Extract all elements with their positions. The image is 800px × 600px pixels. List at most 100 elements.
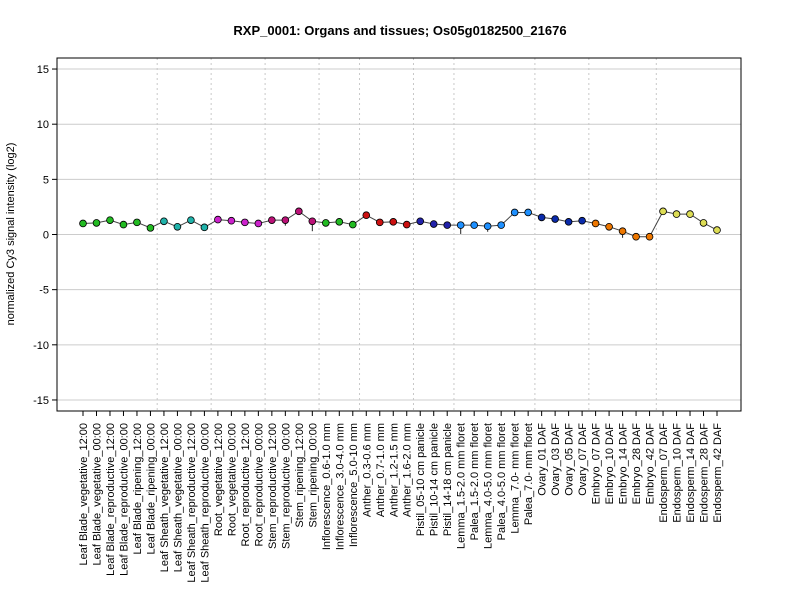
x-category-label: Endosperm_07 DAF	[658, 423, 670, 523]
data-point	[308, 217, 317, 226]
data-point	[362, 211, 371, 219]
data-point	[402, 220, 411, 229]
data-point	[254, 219, 263, 228]
data-point	[389, 218, 398, 226]
data-point	[591, 219, 600, 228]
x-category-label: Leaf Sheath_reproductive_00:00	[199, 423, 211, 583]
data-point	[659, 207, 667, 216]
x-category-label: Root_vegetative_12:00	[213, 423, 225, 536]
y-tick-label: 10	[37, 119, 49, 131]
data-point	[227, 216, 236, 225]
data-point	[686, 210, 694, 218]
x-category-label: Ovary_07 DAF	[577, 423, 589, 496]
x-category-label: Lemma_1.5-2.0 mm floret	[456, 423, 468, 549]
data-point	[281, 216, 290, 224]
x-category-label: Palea_4.0-5.0 mm floret	[496, 423, 508, 540]
x-category-label: Root_reproductive_12:00	[240, 423, 252, 547]
data-point	[524, 208, 532, 217]
data-point	[713, 226, 721, 234]
data-point	[456, 221, 465, 229]
marks-layer	[79, 207, 721, 241]
data-point	[146, 224, 155, 232]
y-axis-label: normalized Cy3 signal intensity (log2)	[5, 143, 17, 326]
x-category-label: Inflorescence_3.0-4.0 mm	[334, 423, 346, 550]
x-category-label: Leaf Blade_vegetative_12:00	[78, 423, 90, 566]
data-point	[645, 232, 654, 241]
data-point	[200, 223, 209, 232]
data-point	[375, 218, 384, 227]
x-category-label: Embryo_14 DAF	[618, 423, 630, 505]
x-category-label: Pistil_05-10 cm panicle	[415, 423, 427, 536]
data-point	[564, 218, 573, 226]
x-category-label: Root_vegetative_00:00	[226, 423, 238, 536]
x-category-label: Leaf Sheath_vegetative_12:00	[159, 423, 171, 572]
grid-layer	[57, 58, 741, 411]
x-category-label: Anther_1.6-2.0 mm	[402, 423, 414, 517]
x-category-label: Endosperm_42 DAF	[712, 423, 724, 523]
x-category-label: Endosperm_28 DAF	[699, 423, 711, 523]
x-category-label: Lemma_7.0- mm floret	[510, 423, 522, 534]
data-point	[106, 216, 114, 224]
data-point	[618, 227, 627, 235]
x-category-label: Inflorescence_5.0-10 mm	[348, 423, 360, 547]
data-point	[429, 220, 438, 228]
data-point	[632, 232, 640, 241]
x-category-label: Inflorescence_0.6-1.0 mm	[321, 423, 333, 550]
data-point	[295, 207, 303, 216]
data-point	[214, 215, 222, 224]
data-point	[322, 219, 330, 227]
data-point	[335, 218, 344, 226]
x-category-label: Embryo_10 DAF	[604, 423, 616, 505]
x-category-label: Ovary_01 DAF	[537, 423, 549, 496]
x-category-label: Palea_1.5-2.0 mm floret	[469, 423, 481, 540]
x-category-label: Pistil_10-14 cm panicle	[429, 423, 441, 536]
y-tick-label: -5	[39, 285, 49, 297]
x-category-label: Lemma_4.0-5.0 mm floret	[483, 423, 495, 549]
x-category-label: Anther_0.3-0.6 mm	[361, 423, 373, 517]
data-point	[416, 217, 425, 226]
x-category-label: Pistil_14-18 cm panicle	[442, 423, 454, 536]
y-tick-label: 15	[37, 64, 49, 76]
data-point	[470, 221, 478, 229]
x-category-label: Ovary_05 DAF	[564, 423, 576, 496]
x-category-label: Stem_reproductive_00:00	[280, 423, 292, 549]
data-point	[537, 213, 546, 222]
data-point	[241, 218, 249, 227]
axis-layer: -15 -10 -5 0 5 10 15 Leaf Blade_vegetative_12:0…	[33, 64, 724, 583]
x-category-label: Stem_ripening_12:00	[294, 423, 306, 528]
x-category-label: Palea_7.0- mm floret	[523, 423, 535, 525]
data-point	[119, 220, 128, 229]
x-category-label: Anther_1.2-1.5 mm	[388, 423, 400, 517]
data-point	[187, 216, 195, 224]
data-point	[578, 216, 586, 225]
data-point	[268, 216, 276, 224]
chart-title: RXP_0001: Organs and tissues; Os05g01825…	[233, 23, 566, 38]
x-category-label: Stem_reproductive_12:00	[267, 423, 279, 549]
data-point	[92, 219, 101, 227]
x-category-label: Stem_ripening_00:00	[307, 423, 319, 528]
x-category-label: Ovary_03 DAF	[550, 423, 562, 496]
x-category-label: Root_reproductive_00:00	[253, 423, 265, 547]
x-category-label: Leaf Blade_ripening_12:00	[132, 423, 144, 555]
data-point	[510, 208, 519, 217]
y-tick-label: 0	[43, 230, 49, 242]
x-category-label: Embryo_28 DAF	[631, 423, 643, 505]
x-category-label: Anther_0.7-1.0 mm	[375, 423, 387, 517]
x-category-label: Leaf Blade_reproductive_12:00	[105, 423, 117, 576]
x-category-label: Leaf Blade_vegetative_00:00	[91, 423, 103, 566]
y-tick-label: -10	[33, 340, 49, 352]
x-category-label: Embryo_07 DAF	[591, 423, 603, 505]
data-point	[443, 221, 452, 229]
data-point	[173, 222, 182, 231]
data-point	[348, 220, 357, 229]
x-category-label: Embryo_42 DAF	[645, 423, 657, 505]
x-category-label: Leaf Sheath_vegetative_00:00	[172, 423, 184, 572]
data-point	[497, 221, 505, 229]
data-point	[699, 219, 708, 227]
x-category-label: Endosperm_14 DAF	[685, 423, 697, 523]
data-point	[79, 219, 87, 228]
data-point	[483, 222, 492, 231]
data-point	[605, 222, 613, 231]
